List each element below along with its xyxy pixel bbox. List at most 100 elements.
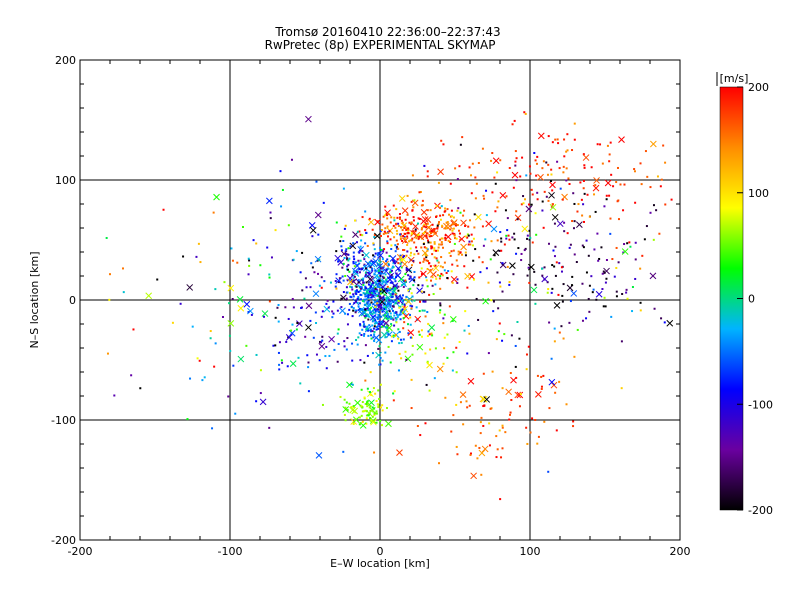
data-point <box>350 286 353 289</box>
data-point <box>375 300 378 303</box>
data-point <box>378 259 381 262</box>
data-point-cross <box>385 420 392 428</box>
data-point <box>596 232 599 235</box>
data-point <box>398 313 401 316</box>
data-point <box>519 175 522 178</box>
data-point <box>364 409 367 412</box>
data-point <box>337 281 340 284</box>
data-point <box>401 299 404 302</box>
data-point <box>363 315 366 318</box>
data-point <box>427 241 430 244</box>
data-point <box>418 310 421 313</box>
data-point-cross <box>595 290 603 298</box>
data-point <box>365 268 368 271</box>
data-point <box>374 392 377 395</box>
data-point <box>346 323 349 326</box>
data-point <box>441 274 444 277</box>
data-point <box>605 194 608 197</box>
data-point <box>469 243 472 246</box>
data-point <box>423 225 426 228</box>
data-point <box>660 317 663 320</box>
data-point <box>279 170 282 173</box>
data-point <box>617 261 620 264</box>
data-point <box>591 291 594 294</box>
data-point <box>405 269 408 272</box>
data-point <box>433 256 436 259</box>
data-point <box>297 356 300 359</box>
data-point <box>514 160 517 163</box>
data-point <box>362 277 365 280</box>
data-point <box>522 195 525 198</box>
data-point <box>482 194 485 197</box>
data-point <box>467 324 470 327</box>
data-point <box>428 262 431 265</box>
data-point <box>509 411 512 414</box>
data-point <box>418 191 421 194</box>
data-point <box>373 235 376 238</box>
data-point <box>496 271 499 274</box>
data-point-cross <box>413 231 421 239</box>
data-point <box>417 237 420 240</box>
data-point <box>571 275 574 278</box>
data-point <box>526 274 529 277</box>
data-point <box>368 217 371 220</box>
data-point <box>352 279 355 282</box>
data-point <box>440 272 443 275</box>
data-point <box>382 269 385 272</box>
data-point <box>399 262 402 265</box>
data-point <box>590 166 593 169</box>
data-point <box>443 347 446 350</box>
data-point <box>391 293 394 296</box>
data-point <box>391 300 394 303</box>
data-point <box>317 233 320 236</box>
data-point <box>375 288 378 291</box>
data-point <box>453 242 456 245</box>
data-point <box>371 352 374 355</box>
data-point-cross <box>490 225 498 233</box>
data-point <box>389 361 392 364</box>
data-point-cross <box>460 219 467 227</box>
data-point <box>385 317 388 320</box>
data-point <box>394 262 397 265</box>
data-point <box>508 281 511 284</box>
data-point <box>395 313 398 316</box>
data-point-cross <box>408 276 416 283</box>
data-point <box>336 332 339 335</box>
data-point <box>568 183 571 186</box>
data-point <box>420 234 423 237</box>
data-point <box>399 309 402 312</box>
data-point-cross <box>367 390 374 398</box>
data-point <box>438 277 441 280</box>
data-point <box>528 165 531 168</box>
data-point <box>398 269 401 272</box>
data-point <box>401 311 404 314</box>
data-point <box>480 473 483 476</box>
data-point-cross <box>537 173 544 181</box>
data-point <box>370 306 373 309</box>
data-point <box>441 266 444 269</box>
data-point <box>550 179 553 182</box>
data-point <box>626 242 629 245</box>
data-point <box>364 344 367 347</box>
data-point <box>359 245 362 248</box>
data-point <box>389 302 392 305</box>
data-point <box>442 322 445 325</box>
data-point-cross <box>404 355 412 363</box>
data-point <box>596 143 599 146</box>
data-point <box>583 192 586 195</box>
data-point <box>557 293 560 296</box>
data-point <box>372 292 375 295</box>
data-point <box>346 253 349 256</box>
data-point <box>429 230 432 233</box>
data-point <box>247 311 250 314</box>
data-point <box>372 319 375 322</box>
data-point <box>361 216 364 219</box>
data-point <box>466 286 469 289</box>
data-point <box>551 264 554 267</box>
data-point <box>280 359 283 362</box>
data-point <box>376 403 379 406</box>
data-point <box>390 315 393 318</box>
data-point <box>374 286 377 289</box>
data-point <box>363 298 366 301</box>
data-point <box>458 340 461 343</box>
